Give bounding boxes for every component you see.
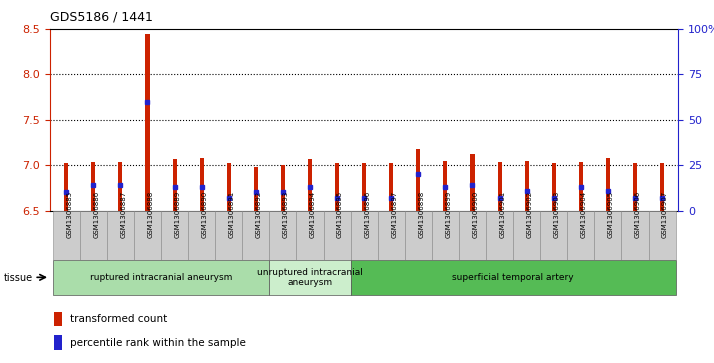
Text: GSM1306904: GSM1306904 xyxy=(580,191,587,238)
Bar xyxy=(53,211,80,260)
Bar xyxy=(226,163,231,211)
Bar xyxy=(269,211,296,260)
Text: GSM1306898: GSM1306898 xyxy=(418,191,424,238)
Bar xyxy=(552,163,555,211)
Text: ruptured intracranial aneurysm: ruptured intracranial aneurysm xyxy=(90,273,232,282)
Text: GSM1306907: GSM1306907 xyxy=(662,191,668,238)
Text: percentile rank within the sample: percentile rank within the sample xyxy=(70,338,246,347)
Bar xyxy=(389,163,393,211)
Text: GSM1306903: GSM1306903 xyxy=(554,191,560,238)
Bar xyxy=(443,160,448,211)
Bar xyxy=(351,211,378,260)
Bar xyxy=(269,260,351,295)
Bar xyxy=(459,211,486,260)
Bar xyxy=(405,211,432,260)
Text: GSM1306885: GSM1306885 xyxy=(66,191,72,238)
Bar xyxy=(54,335,63,350)
Bar xyxy=(540,211,567,260)
Text: GSM1306888: GSM1306888 xyxy=(148,191,154,238)
Bar xyxy=(107,211,134,260)
Bar xyxy=(362,163,366,211)
Bar xyxy=(200,158,203,211)
Text: GSM1306905: GSM1306905 xyxy=(608,191,614,238)
Text: GSM1306893: GSM1306893 xyxy=(283,191,289,238)
Text: GDS5186 / 1441: GDS5186 / 1441 xyxy=(50,11,153,24)
Text: GSM1306902: GSM1306902 xyxy=(527,191,533,238)
Bar xyxy=(606,158,610,211)
Bar xyxy=(323,211,351,260)
Text: GSM1306886: GSM1306886 xyxy=(94,191,99,238)
Bar xyxy=(378,211,405,260)
Bar xyxy=(80,211,107,260)
Text: tissue: tissue xyxy=(4,273,33,283)
Bar xyxy=(621,211,648,260)
Text: GSM1306900: GSM1306900 xyxy=(473,191,478,238)
Text: GSM1306894: GSM1306894 xyxy=(310,191,316,238)
Text: GSM1306895: GSM1306895 xyxy=(337,191,343,238)
Text: GSM1306899: GSM1306899 xyxy=(446,191,451,238)
Bar xyxy=(146,34,149,211)
Text: GSM1306901: GSM1306901 xyxy=(500,191,506,238)
Bar xyxy=(660,163,664,211)
Bar xyxy=(513,211,540,260)
Bar xyxy=(335,163,339,211)
Text: GSM1306890: GSM1306890 xyxy=(201,191,208,238)
Text: transformed count: transformed count xyxy=(70,314,167,324)
Text: GSM1306887: GSM1306887 xyxy=(121,191,126,238)
Bar xyxy=(161,211,188,260)
Bar xyxy=(296,211,323,260)
Text: superficial temporal artery: superficial temporal artery xyxy=(452,273,574,282)
Text: GSM1306897: GSM1306897 xyxy=(391,191,397,238)
Text: GSM1306906: GSM1306906 xyxy=(635,191,641,238)
Bar xyxy=(91,162,96,211)
Text: GSM1306889: GSM1306889 xyxy=(174,191,181,238)
Text: GSM1306891: GSM1306891 xyxy=(228,191,235,238)
Bar xyxy=(64,163,69,211)
Bar xyxy=(188,211,215,260)
Bar xyxy=(633,163,637,211)
Bar xyxy=(54,312,63,326)
Bar xyxy=(308,159,312,211)
Bar xyxy=(119,162,122,211)
Bar xyxy=(486,211,513,260)
Bar xyxy=(579,162,583,211)
Bar xyxy=(53,260,269,295)
Bar xyxy=(253,167,258,211)
Bar xyxy=(351,260,675,295)
Bar xyxy=(173,159,176,211)
Bar xyxy=(498,162,501,211)
Text: GSM1306892: GSM1306892 xyxy=(256,191,262,238)
Bar xyxy=(432,211,459,260)
Bar xyxy=(471,154,475,211)
Bar xyxy=(416,149,421,211)
Bar xyxy=(648,211,675,260)
Bar xyxy=(525,160,528,211)
Bar xyxy=(594,211,621,260)
Bar xyxy=(134,211,161,260)
Bar xyxy=(242,211,269,260)
Bar xyxy=(281,165,285,211)
Text: unruptured intracranial
aneurysm: unruptured intracranial aneurysm xyxy=(257,268,363,287)
Bar xyxy=(567,211,594,260)
Text: GSM1306896: GSM1306896 xyxy=(364,191,370,238)
Bar xyxy=(215,211,242,260)
